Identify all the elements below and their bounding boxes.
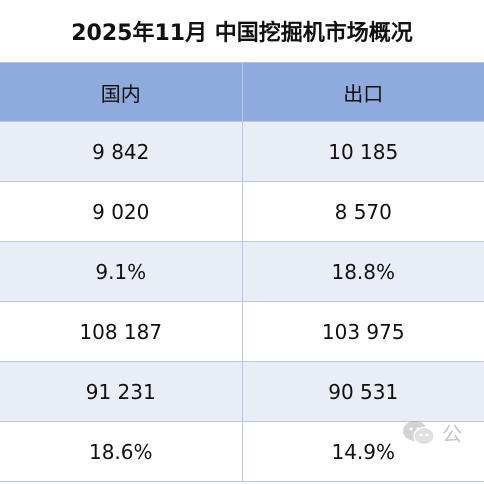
page-title: 2025年11月 中国挖掘机市场概况 <box>71 21 413 46</box>
table-cell-domestic: 18.6% <box>0 421 243 482</box>
watermark-text: 公 <box>442 422 462 446</box>
table-cell-domestic: 9 842 <box>0 121 243 182</box>
table-row: 18.6% 14.9% <box>0 421 484 482</box>
table-cell-domestic: 108 187 <box>0 301 243 362</box>
table-row: 9 842 10 185 <box>0 121 484 182</box>
table-cell-domestic: 91 231 <box>0 361 243 422</box>
table-cell-domestic: 9 020 <box>0 181 243 242</box>
table-cell-export: 8 570 <box>242 181 484 242</box>
column-header-domestic: 国内 <box>0 62 243 122</box>
table-cell-export: 103 975 <box>242 301 484 362</box>
column-header-export: 出口 <box>242 62 484 122</box>
market-table: 国内 出口 9 842 10 185 9 020 8 570 9.1% 18.8… <box>0 62 484 482</box>
table-row: 9 020 8 570 <box>0 181 484 242</box>
wechat-icon <box>403 420 435 445</box>
watermark: 公 <box>402 418 462 447</box>
table-row: 91 231 90 531 <box>0 361 484 422</box>
table-cell-export: 18.8% <box>242 241 484 302</box>
table-cell-export: 10 185 <box>242 121 484 182</box>
table-row: 108 187 103 975 <box>0 301 484 362</box>
table-cell-export: 14.9% <box>242 421 484 482</box>
table-cell-domestic: 9.1% <box>0 241 243 302</box>
table-row: 9.1% 18.8% <box>0 241 484 302</box>
table-header-row: 国内 出口 <box>0 62 484 122</box>
table-cell-export: 90 531 <box>242 361 484 422</box>
